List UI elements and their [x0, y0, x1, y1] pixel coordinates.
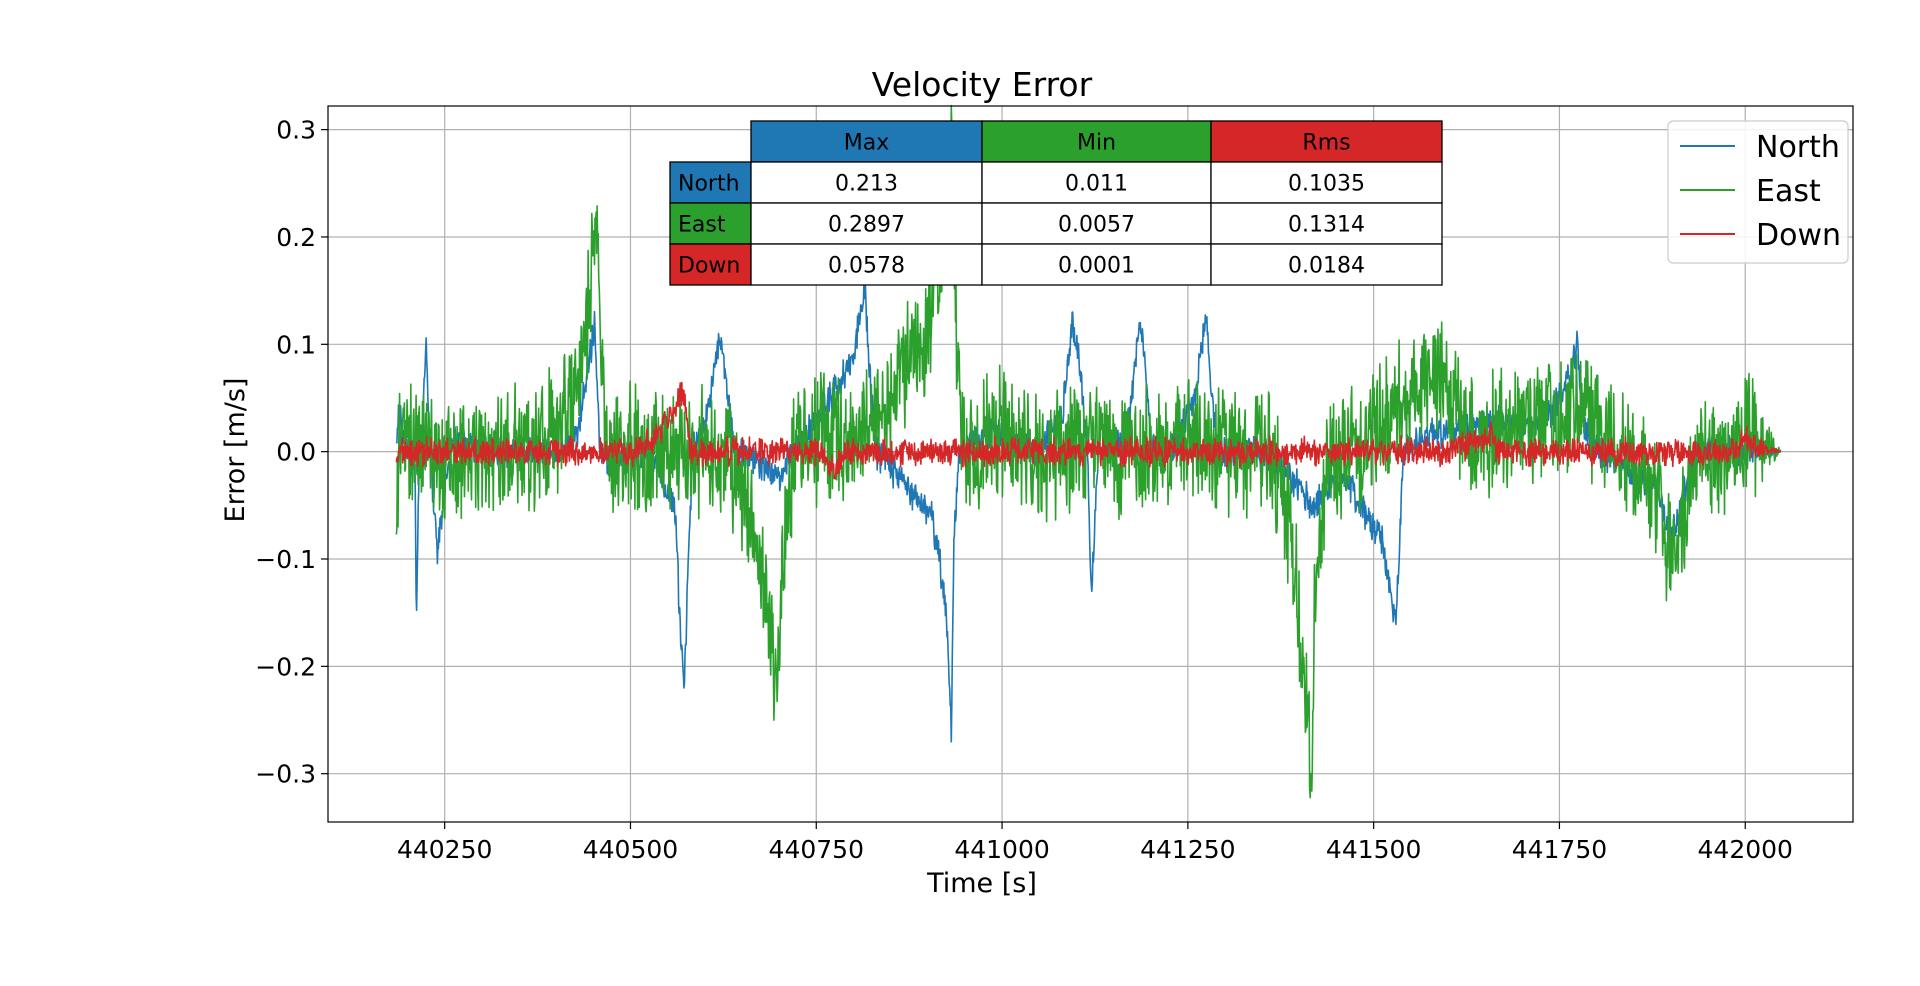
table-cell-value: 0.1035 — [1288, 172, 1365, 197]
y-tick-label: −0.3 — [255, 760, 316, 789]
y-tick-label: 0.1 — [276, 330, 316, 359]
x-tick-label: 441750 — [1512, 835, 1607, 864]
table-cell-value: 0.0578 — [828, 254, 905, 279]
x-axis-label: Time [s] — [926, 868, 1037, 899]
table-header-cell — [981, 120, 1212, 163]
legend: North East Down — [1667, 120, 1849, 264]
table-row-label-down: Down — [678, 254, 740, 279]
table-row-header-cell — [669, 202, 752, 245]
x-tick-label: 442000 — [1698, 835, 1793, 864]
table-cell — [1210, 243, 1443, 286]
table-cell — [981, 161, 1212, 204]
y-tick-label: 0.2 — [276, 223, 316, 252]
chart-title: Velocity Error — [872, 65, 1093, 104]
x-tick-label: 440500 — [583, 835, 678, 864]
axes: 440250 440500 440750 441000 441250 441500 4417… — [255, 105, 1854, 864]
table-row-label-east: East — [678, 213, 726, 238]
stats-table: Max Min Rms North 0.213 0.011 0.1035 East 0.2897… — [669, 120, 1443, 286]
table-cell — [750, 202, 983, 245]
table-cell — [981, 202, 1212, 245]
table-header-cell — [750, 120, 983, 163]
y-tick-label: 0.0 — [276, 438, 316, 467]
x-tick-label: 440250 — [397, 835, 492, 864]
table-cell-value: 0.2897 — [828, 213, 905, 238]
table-cell-value: 0.0001 — [1058, 254, 1135, 279]
table-row-header-cell — [669, 243, 752, 286]
y-axis-label: Error [m/s] — [220, 378, 251, 523]
table-cell-value: 0.213 — [835, 172, 898, 197]
series-line-down — [395, 381, 1782, 480]
legend-label-down: Down — [1756, 218, 1841, 253]
plot-area — [395, 104, 1782, 799]
legend-label-north: North — [1756, 130, 1840, 165]
x-tick-label: 441500 — [1326, 835, 1421, 864]
table-cell — [1210, 161, 1443, 204]
table-cell — [1210, 202, 1443, 245]
y-tick-label: −0.2 — [255, 652, 316, 681]
y-tick-label: −0.1 — [255, 545, 316, 574]
x-tick-label: 441250 — [1140, 835, 1235, 864]
axes-frame — [327, 105, 1854, 823]
table-cell-value: 0.0184 — [1288, 254, 1365, 279]
table-header-cell — [1210, 120, 1443, 163]
table-header-min: Min — [1077, 131, 1116, 156]
table-header-max: Max — [844, 131, 889, 156]
table-row-header-cell — [669, 161, 752, 204]
legend-label-east: East — [1756, 174, 1821, 209]
x-tick-label: 440750 — [769, 835, 864, 864]
table-cell-value: 0.011 — [1065, 172, 1128, 197]
table-row-label-north: North — [678, 172, 740, 197]
table-cell-value: 0.0057 — [1058, 213, 1135, 238]
y-tick-label: 0.3 — [276, 116, 316, 145]
table-header-rms: Rms — [1302, 131, 1350, 156]
x-tick-label: 441000 — [954, 835, 1049, 864]
legend-frame — [1667, 120, 1849, 264]
table-cell-value: 0.1314 — [1288, 213, 1365, 238]
